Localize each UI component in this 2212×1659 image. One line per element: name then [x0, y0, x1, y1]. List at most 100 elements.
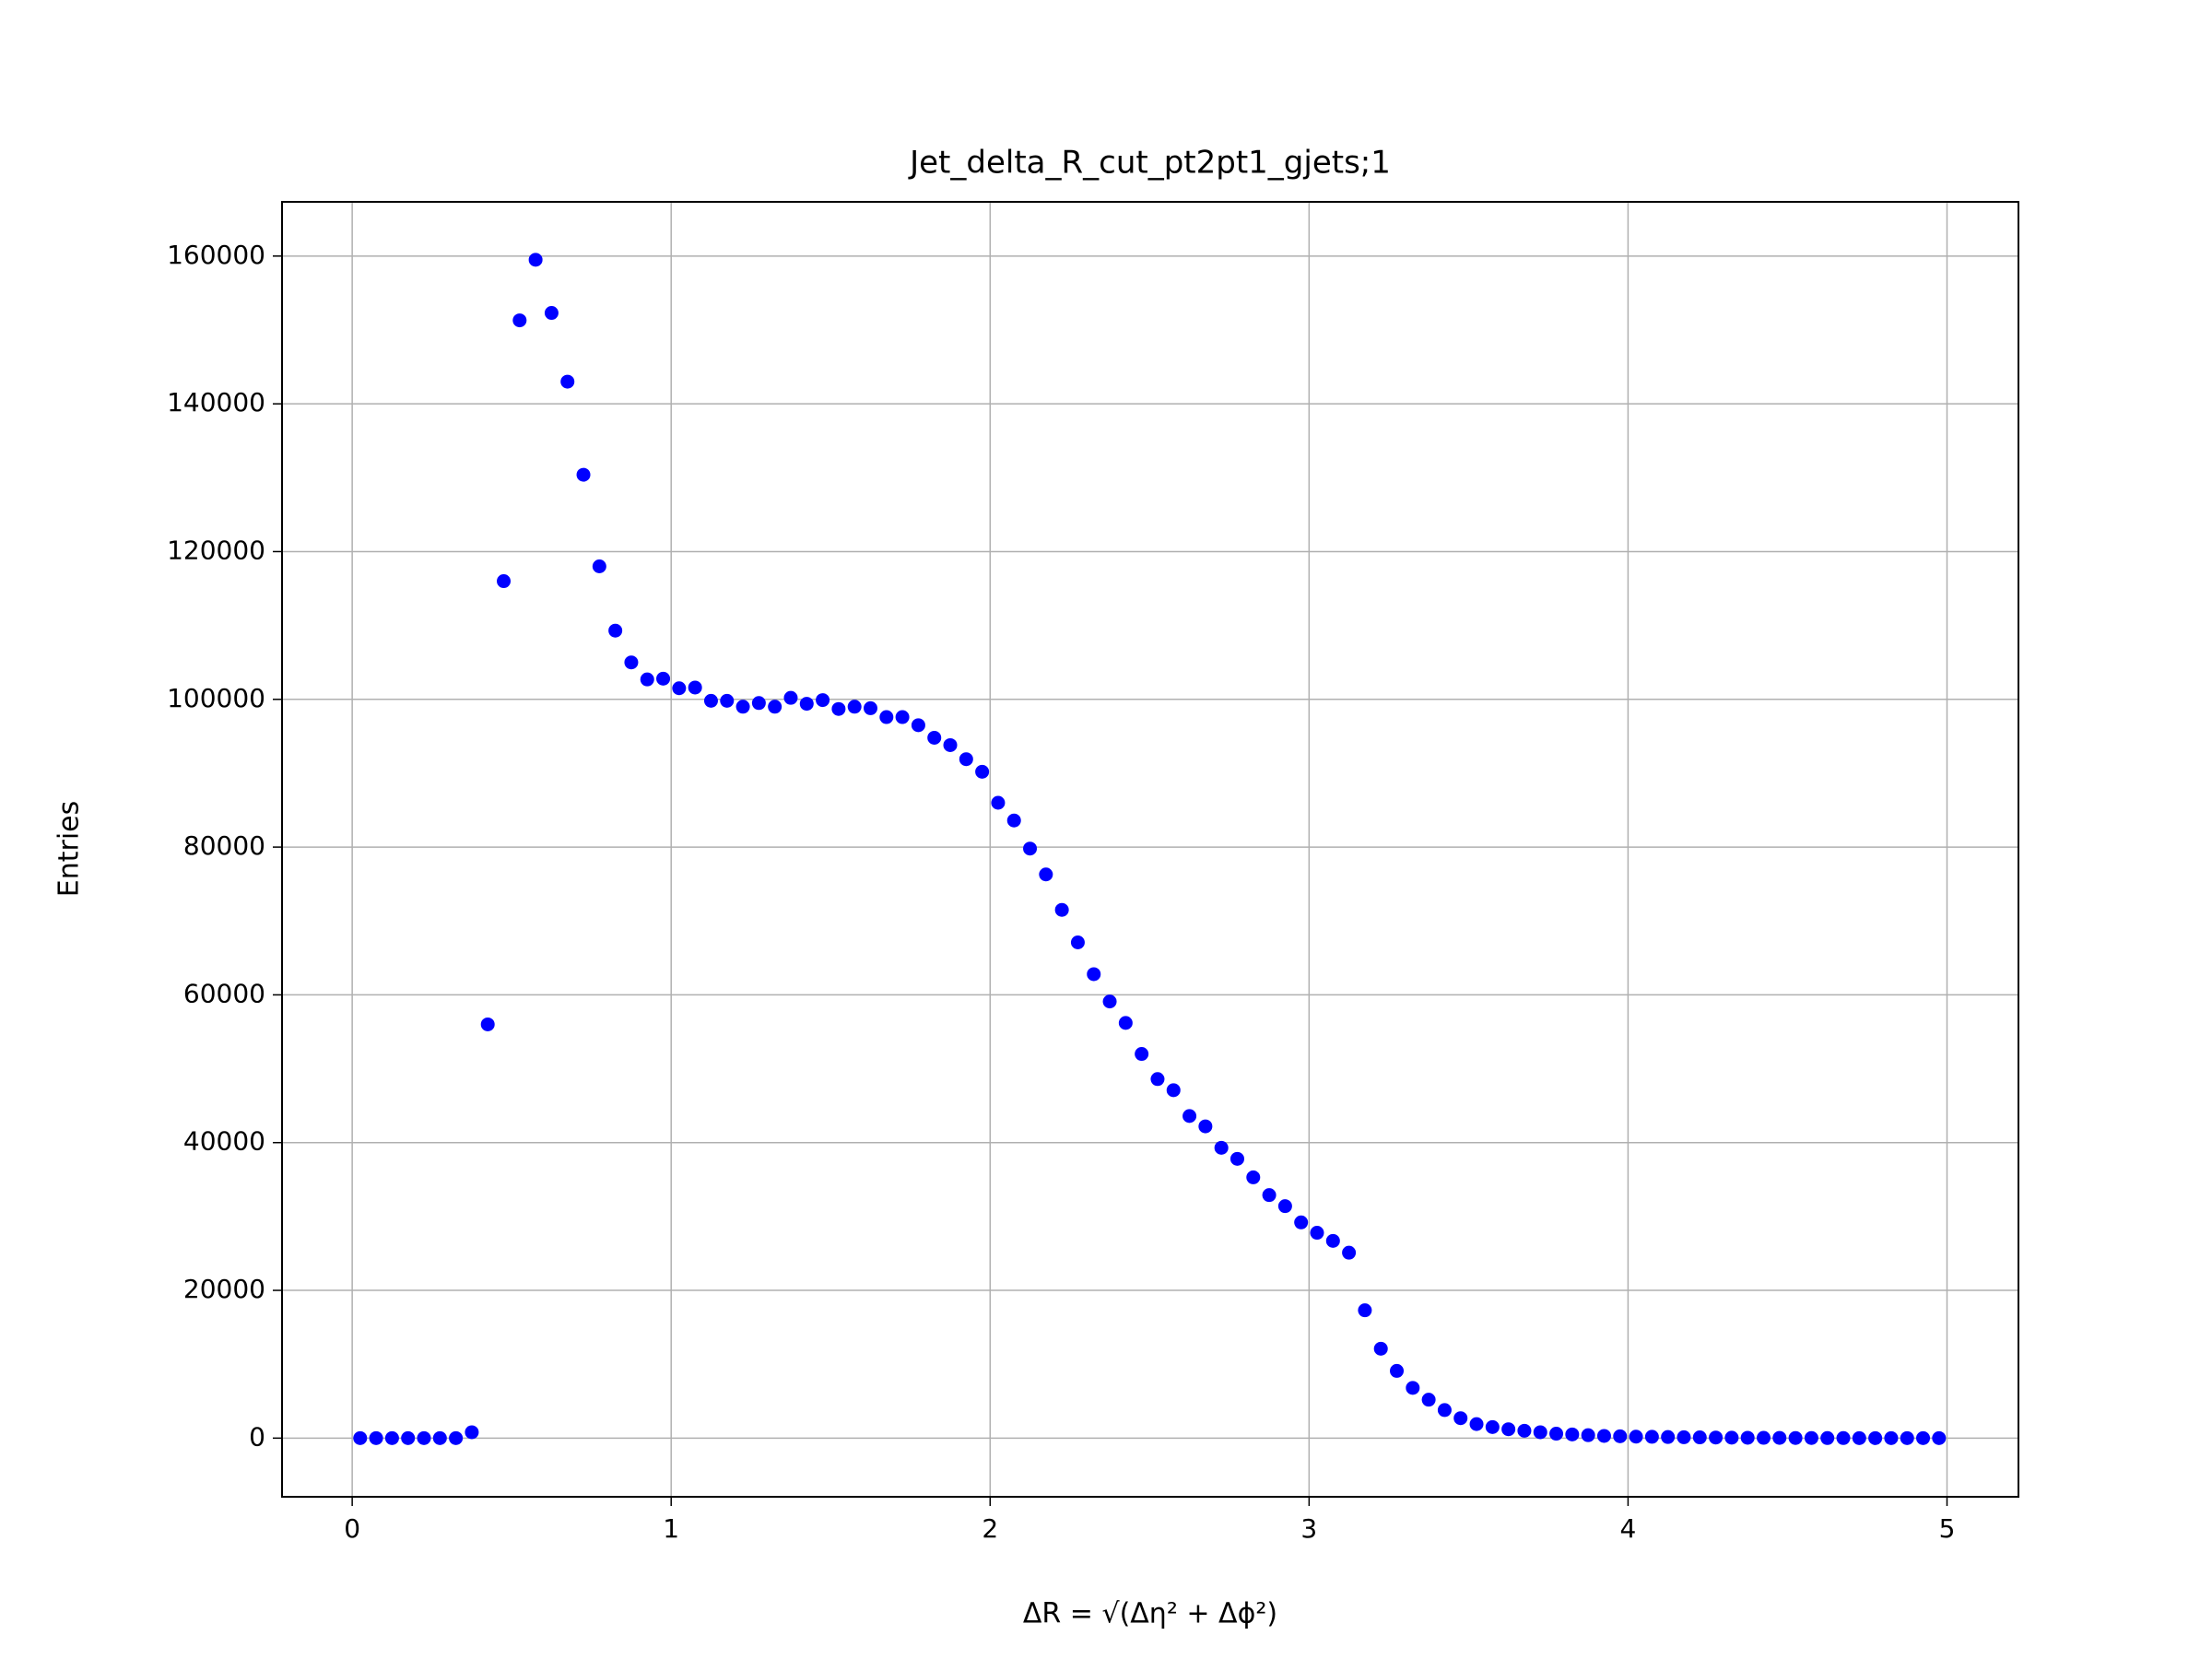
point [703, 693, 718, 708]
point [1565, 1427, 1580, 1441]
point [1070, 935, 1085, 949]
point [1549, 1427, 1564, 1441]
point [879, 710, 894, 724]
point [1916, 1430, 1931, 1445]
point [480, 1017, 495, 1031]
point [1501, 1422, 1516, 1437]
point [975, 764, 990, 779]
point [831, 701, 846, 716]
point [1373, 1341, 1388, 1356]
y-tick-label: 60000 [183, 978, 265, 1008]
point [1023, 841, 1038, 856]
point [417, 1430, 431, 1445]
point [1884, 1430, 1899, 1445]
point [1836, 1430, 1851, 1445]
x-axis-label: ΔR = √(Δη² + Δϕ²) [1023, 1598, 1277, 1630]
point [672, 681, 687, 696]
point [497, 574, 512, 589]
point [688, 680, 702, 695]
point [353, 1430, 368, 1445]
point [1677, 1430, 1691, 1444]
y-tick-label: 120000 [167, 535, 265, 565]
point [1182, 1109, 1197, 1124]
point [959, 752, 973, 767]
y-axis-label: Entries [53, 801, 86, 898]
point [1932, 1430, 1947, 1445]
x-tick-label: 1 [663, 1513, 679, 1544]
x-tick-label: 5 [1939, 1513, 1956, 1544]
point [560, 374, 575, 389]
point [943, 737, 958, 752]
point [1740, 1430, 1755, 1445]
chart-title: Jet_delta_R_cut_pt2pt1_gjets;1 [908, 145, 1391, 182]
point [911, 718, 925, 733]
point [1406, 1381, 1420, 1395]
y-tick-label: 20000 [183, 1274, 265, 1304]
point [576, 467, 591, 482]
point [927, 730, 942, 745]
point [1596, 1429, 1611, 1443]
point [1629, 1430, 1643, 1444]
point [465, 1425, 479, 1440]
point [895, 710, 910, 724]
point [816, 693, 830, 708]
point [720, 693, 735, 708]
point [1294, 1215, 1309, 1230]
point [1724, 1430, 1739, 1445]
point [1644, 1430, 1659, 1444]
point [1358, 1303, 1372, 1318]
point [1692, 1430, 1707, 1445]
x-tick-label: 2 [982, 1513, 998, 1544]
point [783, 690, 798, 705]
point [1310, 1226, 1324, 1241]
point [1214, 1140, 1229, 1155]
point [1820, 1430, 1835, 1445]
point [640, 672, 654, 687]
point [847, 700, 862, 714]
point [512, 313, 527, 328]
y-tick-label: 100000 [167, 683, 265, 713]
y-tick-label: 80000 [183, 830, 265, 861]
y-tick-label: 40000 [183, 1126, 265, 1157]
point [1325, 1233, 1340, 1248]
point [1469, 1417, 1484, 1431]
point [1118, 1016, 1133, 1030]
point [1166, 1083, 1181, 1098]
point [1277, 1199, 1292, 1214]
point [735, 700, 750, 714]
point [1135, 1047, 1149, 1062]
x-tick-label: 3 [1300, 1513, 1317, 1544]
point [1437, 1403, 1452, 1418]
point [1150, 1072, 1165, 1087]
point [1054, 902, 1069, 917]
y-tick-label: 160000 [167, 240, 265, 270]
point [751, 696, 766, 711]
point [1756, 1430, 1771, 1445]
point [544, 306, 559, 321]
point [1900, 1430, 1914, 1445]
point [863, 700, 877, 715]
point [1852, 1430, 1866, 1445]
point [401, 1430, 416, 1445]
point [1772, 1430, 1787, 1445]
point [608, 623, 623, 638]
point [1342, 1245, 1357, 1260]
point [369, 1430, 383, 1445]
x-tick-label: 4 [1619, 1513, 1636, 1544]
point [449, 1430, 464, 1445]
point [1006, 813, 1021, 828]
point [1390, 1363, 1405, 1378]
point [624, 655, 639, 670]
point [592, 559, 606, 573]
point [1517, 1423, 1532, 1438]
point [768, 700, 782, 714]
y-tick-label: 0 [249, 1421, 265, 1452]
point [1246, 1170, 1261, 1184]
point [1230, 1151, 1244, 1166]
point [991, 795, 1006, 810]
x-tick-label: 0 [344, 1513, 360, 1544]
point [1039, 867, 1053, 882]
point [1788, 1430, 1803, 1445]
